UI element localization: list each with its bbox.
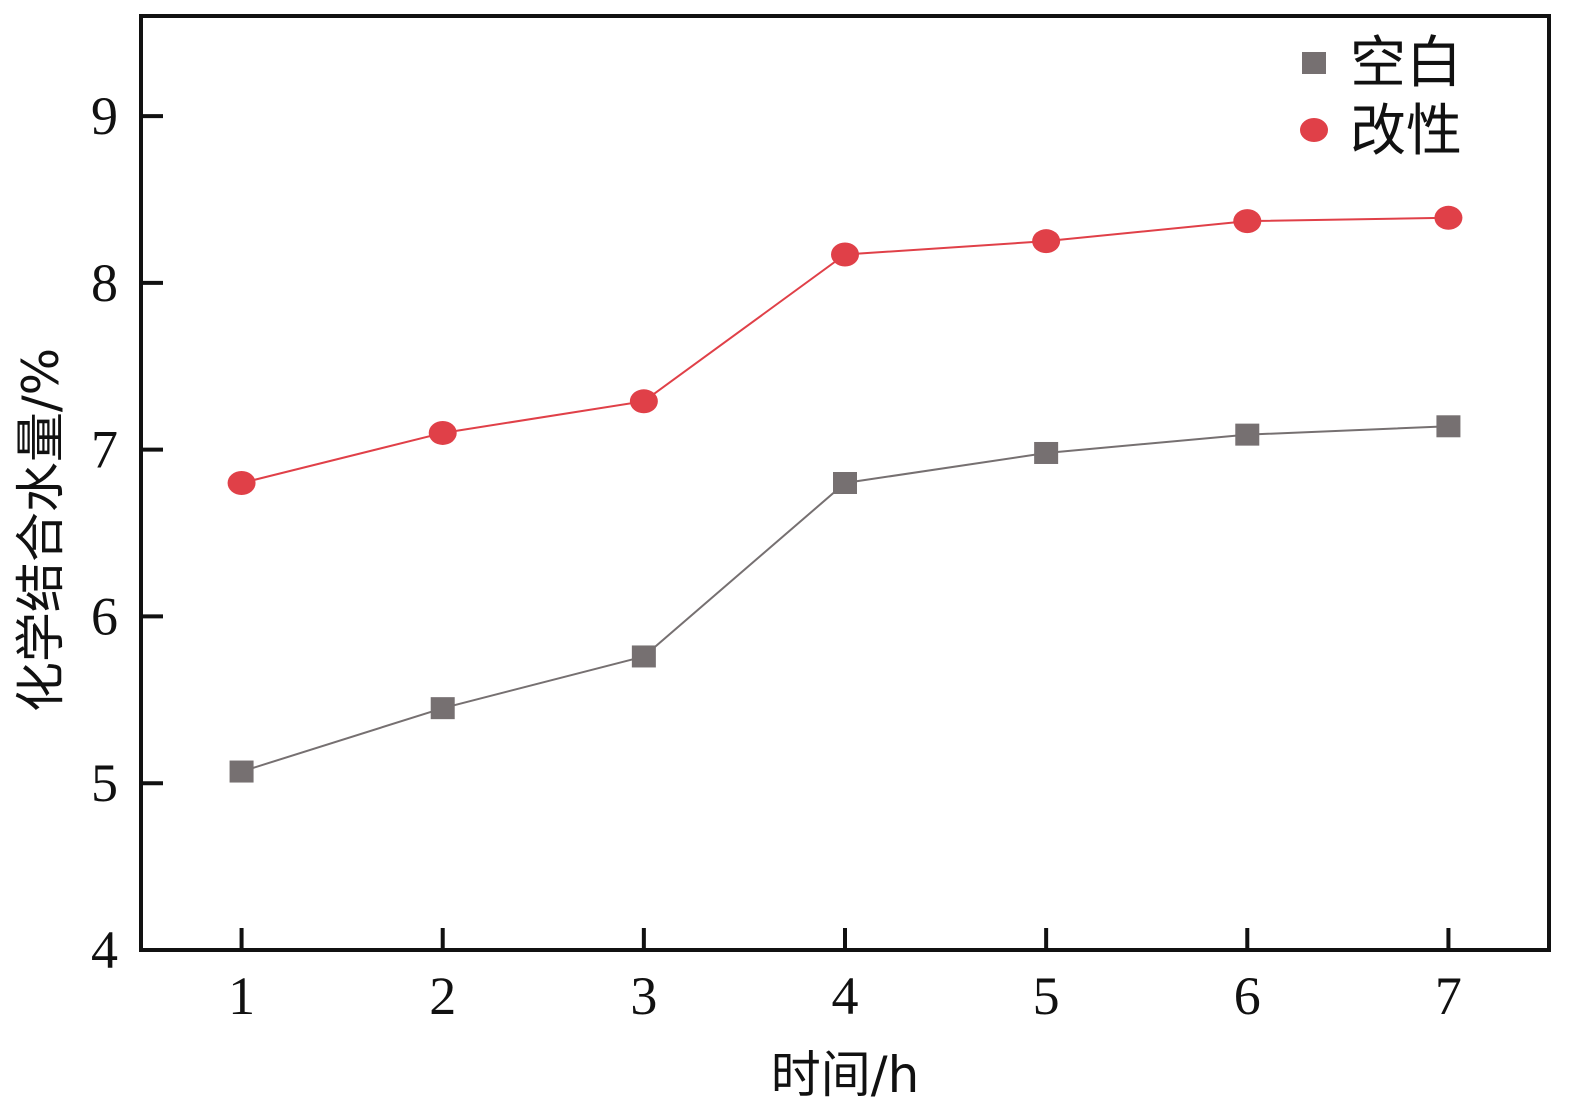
x-tick-label: 4 [832, 966, 859, 1026]
data-point-square [430, 697, 455, 720]
data-point-circle [831, 242, 859, 267]
data-point-square [1235, 423, 1260, 446]
data-point-circle [1032, 229, 1061, 254]
data-point-square [1436, 415, 1461, 438]
data-point-square [229, 760, 254, 783]
legend-circle-marker [1300, 118, 1328, 142]
series-modified [227, 205, 1463, 495]
x-tick-label: 7 [1435, 966, 1462, 1026]
data-point-circle [227, 471, 256, 495]
y-tick-label: 4 [91, 920, 118, 980]
data-point-circle [428, 420, 457, 445]
x-tick-label: 5 [1033, 966, 1060, 1026]
y-tick-label: 6 [91, 586, 118, 646]
data-point-square [1034, 441, 1059, 464]
x-tick-label: 3 [630, 966, 657, 1026]
y-tick-label: 5 [91, 753, 118, 813]
y-tick-label: 9 [91, 86, 118, 146]
y-axis-title: 化学结合水量/% [12, 348, 70, 712]
legend-item-modified: 改性 [1300, 99, 1462, 164]
y-axis: 4 5 6 7 8 9 [91, 86, 163, 980]
legend: 空白 改性 [1300, 31, 1462, 164]
series-blank [229, 415, 1461, 783]
x-tick-label: 1 [228, 966, 255, 1026]
x-axis: 1 2 3 4 5 6 7 [228, 928, 1462, 1026]
legend-square-marker [1302, 52, 1326, 74]
data-point-square [833, 472, 857, 494]
legend-label-blank: 空白 [1350, 31, 1462, 96]
x-tick-label: 6 [1234, 966, 1261, 1026]
data-point-circle [1434, 205, 1463, 230]
data-point-circle [1233, 209, 1262, 234]
x-axis-title: 时间/h [771, 1046, 920, 1104]
legend-label-modified: 改性 [1350, 99, 1462, 164]
y-tick-label: 8 [91, 253, 118, 313]
y-tick-label: 7 [91, 420, 118, 480]
legend-item-blank: 空白 [1302, 31, 1462, 96]
data-point-square [631, 645, 656, 668]
x-tick-label: 2 [429, 966, 456, 1026]
data-point-circle [629, 389, 658, 414]
series-layer [227, 205, 1463, 783]
